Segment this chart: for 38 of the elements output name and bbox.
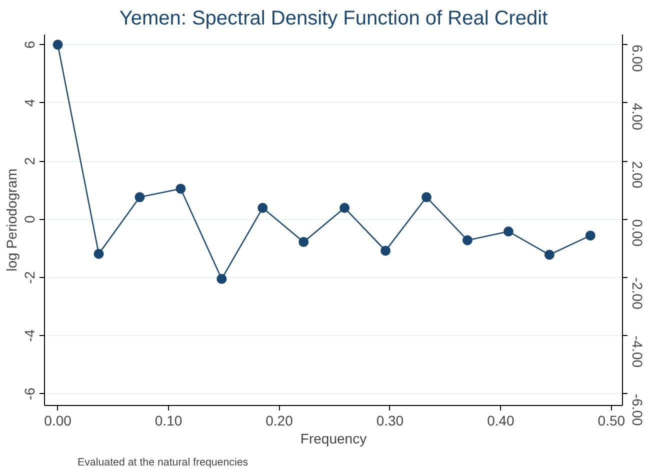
point (462, 235, 472, 246)
x-tick-label: 0.10 (154, 412, 182, 428)
chart-title: Yemen: Spectral Density Function of Real Credit (119, 8, 548, 30)
point (134, 192, 145, 202)
point (216, 274, 227, 284)
point (422, 192, 432, 202)
point (298, 236, 309, 247)
y-tick-label: 0 (22, 215, 38, 224)
point (52, 40, 63, 50)
y2-tick-label: 0.00 (630, 219, 646, 247)
y2-tick-label: 4.00 (630, 102, 646, 130)
point (340, 202, 350, 213)
y-axis-title: log Periodogram (4, 168, 20, 272)
point (380, 246, 391, 256)
y2-tick-label: -4.00 (630, 336, 646, 368)
x-tick-label: 0.00 (44, 412, 72, 428)
point (585, 230, 596, 241)
y2-tick-label: 2.00 (630, 161, 646, 189)
x-tick-label: 0.20 (266, 412, 294, 428)
x-tick-label: 0.30 (376, 412, 404, 428)
y2-tick-label: -2.00 (630, 277, 646, 310)
point (94, 248, 104, 259)
x-tick-label: 0.50 (598, 412, 626, 428)
x-axis-title: Frequency (300, 430, 367, 446)
y2-tick-label: -6.00 (630, 394, 646, 426)
y-tick-label: 4 (22, 98, 38, 107)
x-tick-label: 0.40 (487, 412, 515, 428)
text: Evaluated at the natural frequencies (78, 456, 248, 468)
y-tick-label: 6 (22, 40, 38, 49)
y-tick-label: 2 (22, 156, 38, 165)
point (503, 226, 514, 236)
point (258, 202, 268, 213)
point (544, 250, 554, 260)
y-tick-label: -6 (22, 387, 38, 400)
y-tick-label: -2 (22, 271, 38, 284)
y2-tick-label: 6.00 (630, 44, 646, 72)
y-tick-label: -4 (22, 329, 38, 342)
point (176, 184, 186, 194)
